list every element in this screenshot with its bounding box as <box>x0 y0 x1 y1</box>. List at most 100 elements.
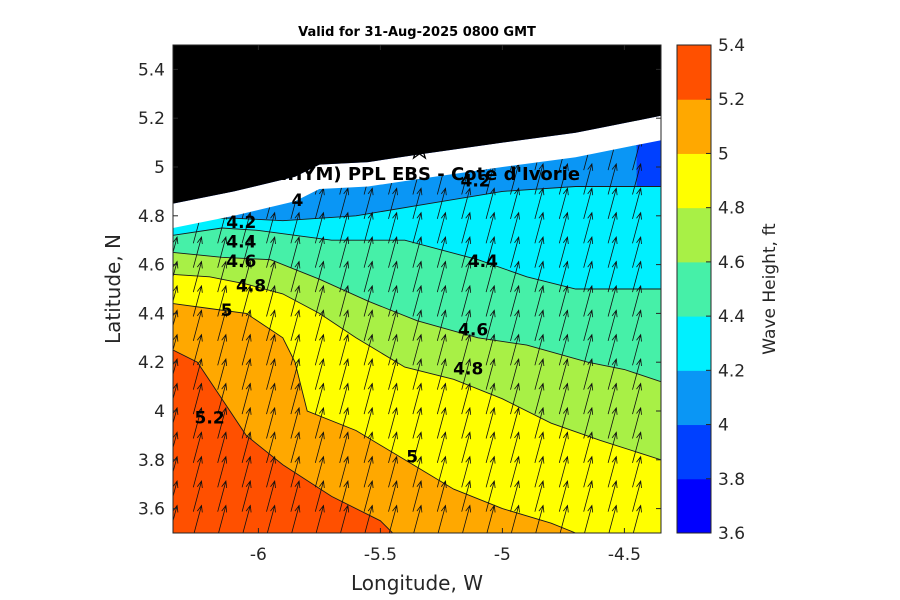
direction-arrow <box>363 480 374 512</box>
contour-label: 5.2 <box>195 408 225 428</box>
x-tick-label: -6 <box>250 545 267 565</box>
direction-arrow <box>436 431 447 464</box>
direction-arrow <box>534 382 545 415</box>
direction-arrow <box>266 284 276 317</box>
land-mask <box>173 45 661 228</box>
x-axis-ticks: -6 -5.5 -5 -4.5 <box>250 45 641 565</box>
direction-arrow <box>290 431 301 464</box>
direction-arrow <box>607 382 618 415</box>
direction-arrow <box>632 187 642 220</box>
x-tick-label: -5.5 <box>364 545 397 565</box>
direction-arrow <box>558 187 569 220</box>
direction-arrow <box>412 236 423 268</box>
direction-arrow <box>632 309 642 342</box>
direction-arrow <box>558 162 569 195</box>
direction-arrow <box>436 284 447 317</box>
direction-arrow <box>534 358 545 390</box>
direction-arrow <box>173 309 179 328</box>
direction-arrow <box>510 211 520 244</box>
direction-arrow <box>607 480 618 512</box>
direction-arrow <box>193 504 203 533</box>
direction-arrow <box>485 431 496 464</box>
direction-arrow <box>241 406 252 439</box>
direction-arrow <box>290 358 301 390</box>
direction-arrow <box>363 358 374 390</box>
direction-arrow <box>173 236 179 254</box>
plot-area: 44.24.24.44.6 4.44.854.64.85.25 (UNHYM) P… <box>173 45 661 533</box>
direction-arrow <box>339 480 350 512</box>
direction-arrow <box>583 284 594 317</box>
direction-arrow <box>534 480 545 512</box>
direction-arrow <box>461 382 472 415</box>
direction-arrow <box>192 333 203 366</box>
direction-arrow <box>558 431 569 464</box>
direction-arrow <box>436 211 447 244</box>
direction-arrow <box>485 333 496 366</box>
direction-arrow <box>436 236 447 268</box>
direction-arrow <box>437 504 447 533</box>
direction-arrow <box>534 162 545 195</box>
direction-arrow <box>485 480 496 512</box>
direction-arrow <box>607 162 618 195</box>
direction-arrow <box>290 309 301 342</box>
direction-arrow <box>340 504 350 533</box>
direction-arrow <box>632 333 642 366</box>
colorbar-tick-label: 4.6 <box>718 253 745 273</box>
direction-arrow <box>339 431 350 464</box>
direction-arrow <box>173 431 179 450</box>
direction-arrow <box>217 260 228 293</box>
direction-arrow <box>241 211 252 244</box>
contour-label: 4.4 <box>468 252 498 272</box>
contour-label: 4.6 <box>458 320 488 340</box>
direction-arrow <box>632 406 642 439</box>
direction-arrow <box>583 333 594 366</box>
direction-arrow <box>388 406 398 439</box>
direction-arrow <box>192 455 203 488</box>
direction-arrow <box>485 358 496 390</box>
direction-arrow <box>485 382 496 415</box>
direction-arrow <box>413 504 423 533</box>
contour-label: 4.4 <box>226 233 256 253</box>
direction-arrow <box>461 236 472 268</box>
direction-arrow <box>314 284 325 317</box>
colorbar: 3.6 3.8 4 4.2 4.4 4.6 4.8 5 5.2 5.4 <box>676 36 745 544</box>
direction-arrow <box>412 333 423 366</box>
direction-arrow <box>485 309 496 342</box>
direction-arrow <box>607 333 618 366</box>
colorbar-tick-label: 4 <box>718 416 729 436</box>
contour-line <box>173 349 393 533</box>
direction-arrow <box>363 284 374 317</box>
colorbar-frame <box>676 44 712 534</box>
direction-arrow <box>173 382 179 401</box>
direction-arrow <box>217 431 228 464</box>
direction-arrow <box>510 260 520 293</box>
contour-label: 4.2 <box>226 213 256 233</box>
direction-arrow <box>339 333 350 366</box>
direction-arrow <box>192 260 203 293</box>
direction-arrow <box>485 406 496 439</box>
direction-arrow <box>559 504 569 533</box>
direction-arrow <box>314 431 325 464</box>
direction-arrow <box>266 236 276 268</box>
direction-arrow <box>510 504 520 533</box>
direction-arrow <box>266 211 276 244</box>
direction-arrow <box>363 382 374 415</box>
direction-arrow <box>412 382 423 415</box>
direction-arrow <box>632 236 642 268</box>
direction-arrow <box>363 211 374 244</box>
direction-arrow <box>607 455 618 488</box>
y-tick-label: 5 <box>154 158 165 178</box>
direction-arrow <box>607 309 618 342</box>
direction-arrow <box>485 211 496 244</box>
direction-arrow <box>607 406 618 439</box>
direction-arrow <box>339 309 350 342</box>
direction-arrow <box>192 358 203 390</box>
direction-arrow <box>241 284 252 317</box>
direction-arrow <box>632 480 642 512</box>
direction-arrow <box>339 284 350 317</box>
y-tick-label: 4.6 <box>138 256 165 276</box>
colorbar-label: Wave Height, ft <box>760 223 780 355</box>
direction-arrow <box>266 382 276 415</box>
direction-arrow <box>290 211 301 244</box>
y-tick-label: 4.4 <box>138 304 165 324</box>
